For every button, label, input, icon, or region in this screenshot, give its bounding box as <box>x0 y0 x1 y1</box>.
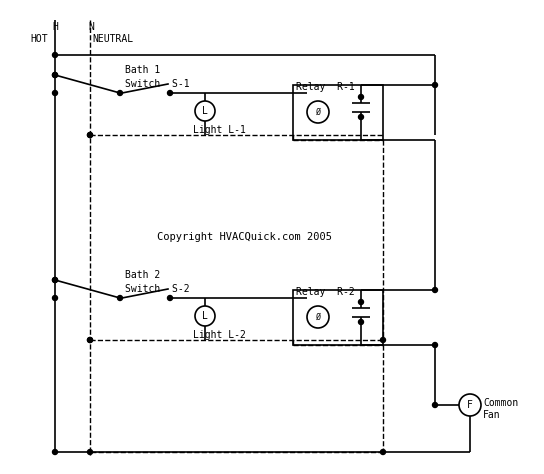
Circle shape <box>53 73 58 78</box>
Text: Common: Common <box>483 398 518 408</box>
Circle shape <box>380 449 386 455</box>
Circle shape <box>88 133 92 137</box>
Circle shape <box>53 277 58 283</box>
Circle shape <box>358 115 363 119</box>
Text: Relay  R-1: Relay R-1 <box>296 82 355 92</box>
Circle shape <box>53 277 58 283</box>
Circle shape <box>168 295 172 301</box>
Circle shape <box>88 337 92 343</box>
Circle shape <box>53 73 58 78</box>
Circle shape <box>358 94 363 100</box>
Text: L: L <box>202 311 208 321</box>
Circle shape <box>118 91 122 95</box>
Circle shape <box>53 53 58 57</box>
Circle shape <box>432 343 437 347</box>
Circle shape <box>432 82 437 88</box>
Text: NEUTRAL: NEUTRAL <box>92 34 133 44</box>
Circle shape <box>432 288 437 292</box>
Text: Relay  R-2: Relay R-2 <box>296 287 355 297</box>
Circle shape <box>88 133 92 137</box>
Circle shape <box>358 300 363 304</box>
Circle shape <box>53 295 58 301</box>
Circle shape <box>358 319 363 325</box>
Circle shape <box>88 337 92 343</box>
Circle shape <box>432 402 437 408</box>
Text: F: F <box>467 400 473 410</box>
Circle shape <box>168 91 172 95</box>
Text: H: H <box>52 22 58 32</box>
Circle shape <box>53 449 58 455</box>
Text: N: N <box>88 22 94 32</box>
Bar <box>293 85 383 140</box>
Text: Light L-1: Light L-1 <box>193 125 246 135</box>
Text: Ø: Ø <box>316 312 320 321</box>
Circle shape <box>118 295 122 301</box>
Bar <box>293 290 383 345</box>
Circle shape <box>88 449 92 455</box>
Text: Bath 2: Bath 2 <box>125 270 160 280</box>
Circle shape <box>53 91 58 95</box>
Circle shape <box>380 337 386 343</box>
Text: Switch  S-1: Switch S-1 <box>125 79 190 89</box>
Text: Light L-2: Light L-2 <box>193 330 246 340</box>
Text: Copyright HVACQuick.com 2005: Copyright HVACQuick.com 2005 <box>157 232 332 242</box>
Text: Fan: Fan <box>483 410 500 420</box>
Text: Ø: Ø <box>316 108 320 117</box>
Text: L: L <box>202 106 208 116</box>
Text: HOT: HOT <box>30 34 48 44</box>
Text: Switch  S-2: Switch S-2 <box>125 284 190 294</box>
Text: Bath 1: Bath 1 <box>125 65 160 75</box>
